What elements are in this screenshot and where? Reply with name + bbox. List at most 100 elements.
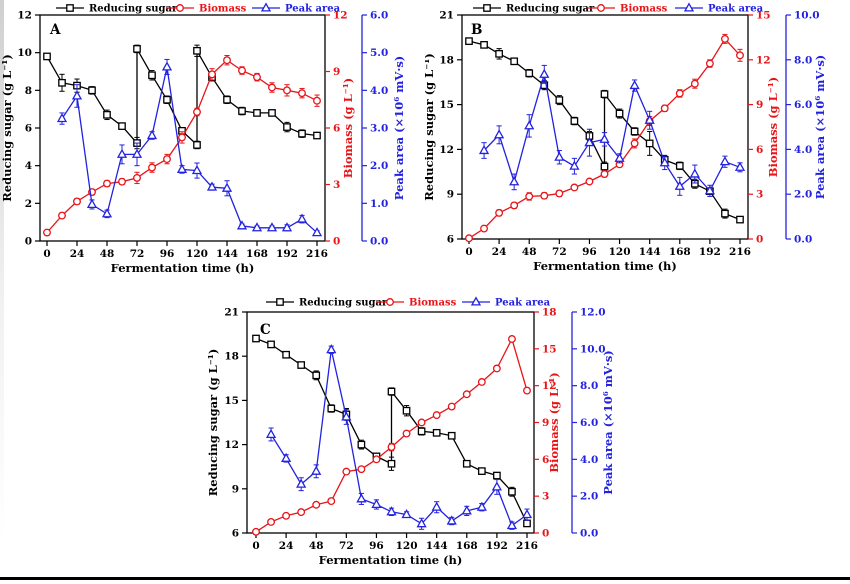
svg-text:Peak area (×10⁶ mV·s): Peak area (×10⁶ mV·s)	[392, 56, 406, 201]
svg-text:144: 144	[426, 540, 448, 552]
svg-text:A: A	[49, 22, 61, 38]
chart-c-canvas: 6 9 12 15 18 21 Reducing sugar (g L⁻¹) 0 24 48 72 9…	[206, 296, 615, 567]
svg-text:3: 3	[756, 189, 763, 201]
svg-text:B: B	[471, 22, 482, 38]
svg-text:15: 15	[224, 395, 239, 407]
svg-text:48: 48	[522, 246, 537, 258]
svg-text:3: 3	[333, 179, 340, 191]
svg-text:12: 12	[224, 439, 239, 451]
svg-text:8.0: 8.0	[580, 380, 598, 392]
svg-text:12: 12	[542, 380, 557, 392]
svg-text:6: 6	[333, 123, 340, 135]
svg-text:24: 24	[279, 540, 294, 552]
svg-text:6: 6	[25, 123, 32, 135]
svg-text:4.0: 4.0	[580, 454, 598, 466]
svg-text:Biomass (g L⁻¹): Biomass (g L⁻¹)	[766, 77, 780, 177]
svg-text:Peak area: Peak area	[285, 4, 341, 15]
svg-text:Reducing sugar (g L⁻¹): Reducing sugar (g L⁻¹)	[0, 54, 14, 202]
chart-panel-a: 0 2 4 6 8 10 12 Reducing sugar (g L⁻¹) 0 24 48 72 96…	[0, 0, 425, 294]
svg-text:48: 48	[100, 248, 115, 260]
svg-text:Peak area (×10⁶ mV·s): Peak area (×10⁶ mV·s)	[813, 55, 827, 200]
svg-text:3: 3	[542, 491, 549, 503]
svg-text:72: 72	[130, 248, 145, 260]
svg-text:15: 15	[756, 10, 771, 22]
svg-text:4.0: 4.0	[370, 85, 388, 97]
svg-text:6.0: 6.0	[370, 10, 388, 22]
svg-text:0.0: 0.0	[370, 236, 388, 248]
svg-text:6.0: 6.0	[794, 99, 812, 111]
svg-text:168: 168	[456, 540, 478, 552]
svg-text:72: 72	[552, 246, 567, 258]
svg-text:120: 120	[396, 540, 418, 552]
svg-text:6: 6	[447, 234, 454, 246]
svg-text:15: 15	[439, 99, 454, 111]
svg-text:4: 4	[25, 160, 32, 172]
svg-text:168: 168	[669, 246, 691, 258]
svg-text:192: 192	[486, 540, 508, 552]
svg-text:21: 21	[224, 307, 239, 319]
svg-text:120: 120	[609, 246, 631, 258]
svg-text:Biomass: Biomass	[409, 298, 457, 309]
svg-text:4.0: 4.0	[794, 144, 812, 156]
svg-text:Biomass (g L⁻¹): Biomass (g L⁻¹)	[341, 78, 355, 178]
svg-text:21: 21	[439, 10, 454, 22]
svg-text:2: 2	[25, 198, 32, 210]
svg-text:216: 216	[729, 246, 751, 258]
svg-text:0: 0	[252, 540, 259, 552]
svg-text:2.0: 2.0	[580, 491, 598, 503]
svg-text:10.0: 10.0	[580, 343, 606, 355]
svg-text:18: 18	[439, 54, 454, 66]
svg-text:0: 0	[756, 234, 763, 246]
svg-text:2.0: 2.0	[370, 160, 388, 172]
svg-text:1.0: 1.0	[370, 198, 388, 210]
svg-text:72: 72	[339, 540, 354, 552]
svg-text:9: 9	[333, 66, 340, 78]
svg-text:9: 9	[756, 99, 763, 111]
svg-text:192: 192	[276, 248, 298, 260]
svg-text:Fermentation time (h): Fermentation time (h)	[533, 259, 677, 273]
svg-text:9: 9	[542, 417, 549, 429]
svg-text:216: 216	[306, 248, 328, 260]
svg-text:Peak area: Peak area	[495, 298, 551, 309]
svg-text:0: 0	[25, 236, 32, 248]
svg-text:5.0: 5.0	[370, 47, 388, 59]
svg-text:12: 12	[17, 10, 32, 22]
svg-text:Reducing sugar (g L⁻¹): Reducing sugar (g L⁻¹)	[425, 53, 436, 201]
svg-text:0: 0	[542, 528, 549, 540]
svg-text:0.0: 0.0	[794, 234, 812, 246]
svg-text:Reducing sugar (g L⁻¹): Reducing sugar (g L⁻¹)	[206, 349, 220, 497]
svg-text:Fermentation time (h): Fermentation time (h)	[111, 261, 255, 275]
svg-text:18: 18	[224, 351, 239, 363]
svg-text:144: 144	[216, 248, 238, 260]
svg-text:15: 15	[542, 343, 557, 355]
svg-text:Biomass (g L⁻¹): Biomass (g L⁻¹)	[547, 372, 561, 472]
scan-edge-artifact	[0, 0, 4, 540]
chart-b-canvas: 6 9 12 15 18 21 Reducing sugar (g L⁻¹) 0 24 48 72 9…	[422, 2, 827, 273]
svg-text:Reducing sugar: Reducing sugar	[89, 4, 178, 15]
svg-text:12.0: 12.0	[580, 307, 606, 319]
svg-text:12: 12	[756, 54, 771, 66]
svg-text:12: 12	[333, 10, 348, 22]
svg-text:Fermentation time (h): Fermentation time (h)	[319, 553, 463, 567]
svg-text:216: 216	[516, 540, 538, 552]
bottom-rule	[0, 577, 850, 580]
svg-text:24: 24	[70, 248, 85, 260]
svg-text:96: 96	[369, 540, 384, 552]
chart-panel-c: 6 9 12 15 18 21 Reducing sugar (g L⁻¹) 0 24 48 72 9…	[200, 290, 660, 584]
chart-panel-b: 6 9 12 15 18 21 Reducing sugar (g L⁻¹) 0 24 48 72 9…	[422, 0, 850, 294]
svg-text:8.0: 8.0	[794, 54, 812, 66]
svg-text:0: 0	[465, 246, 472, 258]
svg-text:18: 18	[542, 307, 557, 319]
svg-text:6: 6	[542, 454, 549, 466]
svg-text:0: 0	[43, 248, 50, 260]
svg-text:0.0: 0.0	[580, 528, 598, 540]
svg-text:10.0: 10.0	[794, 10, 820, 22]
svg-text:Reducing sugar: Reducing sugar	[506, 4, 595, 15]
svg-text:6.0: 6.0	[580, 417, 598, 429]
svg-text:Biomass: Biomass	[199, 4, 247, 15]
svg-text:96: 96	[582, 246, 597, 258]
svg-text:Biomass: Biomass	[620, 4, 668, 15]
svg-text:Peak area (×10⁶ mV·s): Peak area (×10⁶ mV·s)	[601, 350, 615, 495]
